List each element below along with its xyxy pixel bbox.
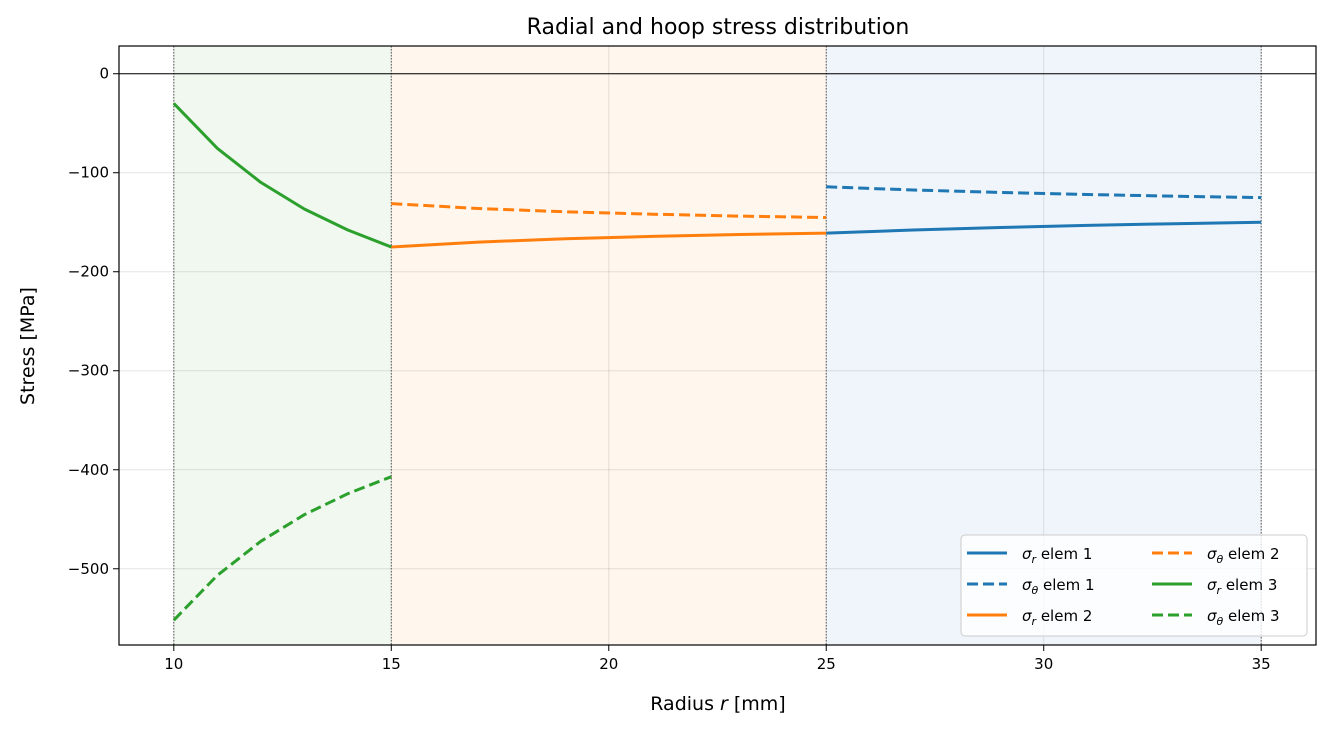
x-tick-label: 15 [382, 655, 401, 673]
y-tick-label: −400 [68, 461, 109, 479]
x-tick-label: 30 [1034, 655, 1053, 673]
chart-title: Radial and hoop stress distribution [527, 15, 910, 40]
series-line [172, 102, 392, 249]
series-line [172, 475, 392, 622]
legend-label: σθ elem 1 [1022, 576, 1095, 597]
legend-label: σθ elem 2 [1207, 545, 1280, 566]
y-tick-label: −500 [68, 560, 109, 578]
series-line [826, 185, 1262, 200]
series-line [826, 220, 1262, 235]
x-tick-label: 20 [599, 655, 618, 673]
legend-label: σr elem 2 [1022, 607, 1092, 628]
x-tick-label: 35 [1252, 655, 1271, 673]
legend: σr elem 1 σθ elem 1 σr elem 2 σθ elem 2 σr e… [960, 534, 1308, 637]
series-line [391, 231, 827, 249]
legend-label: σθ elem 3 [1207, 607, 1280, 628]
shaded-region [391, 46, 827, 645]
x-tick-label: 25 [817, 655, 836, 673]
legend-box [960, 534, 1308, 637]
y-tick-label: −100 [68, 164, 109, 182]
y-axis-label: Stress [MPa] [17, 287, 39, 405]
legend-label: σr elem 3 [1207, 576, 1277, 597]
y-tick-label: −200 [68, 263, 109, 281]
series-line [391, 202, 827, 219]
x-tick-label: 10 [164, 655, 183, 673]
y-tick-label: −300 [68, 362, 109, 380]
shaded-region [173, 46, 392, 645]
plot-frame [118, 45, 1317, 646]
x-axis-label: Radius r [mm] [650, 693, 785, 715]
legend-label: σr elem 1 [1022, 545, 1092, 566]
y-tick-label: 0 [99, 65, 109, 83]
